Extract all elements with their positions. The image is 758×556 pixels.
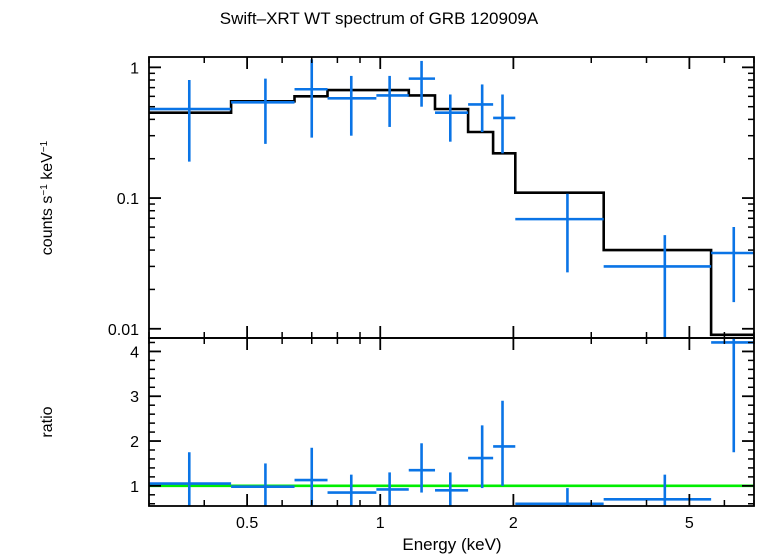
ratio-point-5 [376, 472, 409, 506]
ratio-point-3 [294, 447, 328, 506]
spectrum-point-4 [327, 75, 377, 136]
chart-title: Swift–XRT WT spectrum of GRB 120909A [220, 9, 539, 28]
ratio-point-8 [468, 425, 494, 489]
ylabel-main: counts s [39, 196, 56, 256]
x-tick-label-2: 1 [376, 515, 385, 532]
ratio-panel-frame [148, 337, 755, 507]
top-y-tick-label-3: 0.01 [108, 322, 139, 339]
ratio-point-12 [711, 338, 754, 453]
ratio-y-tick-label-3: 3 [130, 389, 139, 406]
spectrum-point-11 [603, 235, 712, 338]
x-tick-label-4: 5 [685, 515, 694, 532]
ratio-data-series [149, 338, 754, 506]
ratio-y-tick-label-2: 2 [130, 434, 139, 451]
ratio-point-2 [231, 463, 295, 506]
spectrum-point-6 [408, 60, 436, 107]
ratio-point-6 [408, 443, 436, 493]
spectrum-data-series [149, 59, 754, 338]
spectrum-point-8 [468, 84, 494, 133]
ylabel-sup2: −1 [39, 140, 50, 152]
ylabel-sup1: −1 [39, 184, 50, 196]
ratio-point-1 [149, 452, 232, 506]
ratio-point-11 [603, 474, 712, 506]
spectrum-panel: 10.10.01 counts s−1 keV−1 [39, 56, 755, 339]
top-y-tick-label-2: 0.1 [117, 191, 139, 208]
spectrum-point-9 [493, 94, 516, 154]
spectrum-point-5 [376, 75, 409, 127]
ratio-point-10 [515, 488, 604, 506]
spectrum-point-3 [294, 59, 328, 138]
spectrum-point-12 [711, 227, 754, 303]
ratio-y-tick-label-4: 4 [130, 344, 139, 361]
model-step-path [149, 88, 754, 337]
ylabel-mid: keV [39, 152, 56, 184]
ratio-point-9 [493, 400, 516, 486]
x-tick-label-3: 2 [509, 515, 518, 532]
spectrum-y-axis-label: counts s−1 keV−1 [39, 140, 57, 255]
ratio-y-axis-label: ratio [39, 406, 56, 437]
spectrum-point-1 [149, 80, 232, 162]
top-y-tick-label-1: 1 [130, 60, 139, 77]
spectrum-point-10 [515, 193, 604, 273]
top-panel-ticks: 1 0.1 0.01 [108, 57, 755, 339]
spectrum-point-2 [231, 78, 295, 144]
ratio-point-4 [327, 474, 377, 506]
x-tick-label-1: 0.5 [236, 515, 258, 532]
spectrum-point-7 [435, 94, 469, 142]
x-axis-label: Energy (keV) [402, 535, 501, 554]
ratio-panel: 0.5 1 2 5 1 2 3 4 ratio [39, 337, 755, 532]
ratio-point-7 [435, 472, 469, 506]
ratio-y-tick-label-1: 1 [130, 479, 139, 496]
bottom-panel-ticks: 0.5 1 2 5 1 2 3 4 [130, 338, 755, 532]
model-step-line [149, 88, 754, 337]
